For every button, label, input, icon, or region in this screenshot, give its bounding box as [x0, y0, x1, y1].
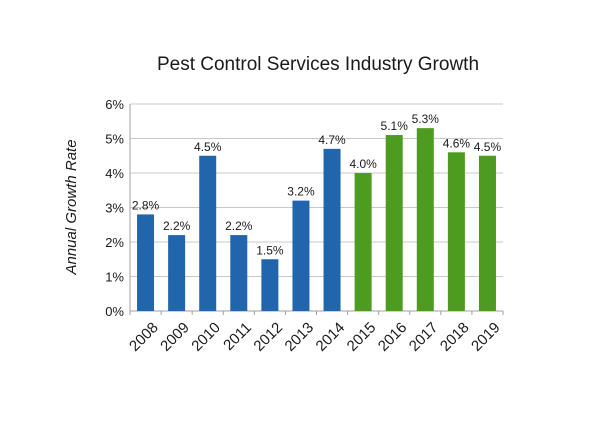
data-label: 4.7%: [318, 133, 346, 147]
y-tick-label: 4%: [105, 166, 124, 181]
x-tick-label: 2013: [282, 319, 318, 355]
y-tick-label: 0%: [105, 304, 124, 319]
x-tick-label: 2018: [437, 319, 473, 355]
x-tick-label: 2008: [126, 319, 162, 355]
data-labels: 2.8%2.2%4.5%2.2%1.5%3.2%4.7%4.0%5.1% 5.3%…: [132, 112, 502, 257]
data-label: 4.5%: [474, 140, 502, 154]
y-axis-label: Annual Growth Rate: [63, 139, 80, 275]
bar-2009: [168, 235, 186, 311]
bar-2019: [478, 155, 496, 311]
x-tick-label: 2009: [157, 319, 193, 355]
data-label: 2.2%: [225, 219, 253, 233]
gridlines: [130, 103, 503, 277]
x-tick-label: 2011: [220, 319, 255, 354]
y-tick-label: 3%: [105, 201, 124, 216]
bar-2011: [230, 235, 248, 311]
data-label: 1.5%: [256, 243, 284, 257]
x-tick-label: 2015: [344, 319, 380, 355]
axes: [129, 104, 504, 315]
data-label: 2.2%: [163, 219, 191, 233]
data-label: 4.6%: [443, 136, 471, 150]
bar-2015: [354, 173, 372, 311]
bar-2010: [199, 155, 217, 311]
data-label: 4.0%: [349, 157, 377, 171]
bar-2016: [385, 135, 403, 311]
data-label: 5.1%: [381, 119, 409, 133]
x-tick-label: 2014: [313, 319, 349, 355]
bar-2008: [137, 214, 155, 311]
data-label: 4.5%: [194, 140, 222, 154]
x-tick-label: 2016: [375, 319, 411, 355]
bar-2012: [261, 259, 279, 311]
x-tick-labels: 2008200920102011201220132014201520162017…: [126, 319, 504, 355]
x-tick-label: 2017: [406, 319, 442, 355]
y-tick-label: 2%: [105, 235, 124, 250]
y-tick-label: 1%: [105, 270, 124, 285]
x-tick-label: 2019: [468, 319, 504, 355]
bar-2013: [292, 200, 310, 311]
y-tick-labels: 0% 1% 2% 3% 4% 5% 6%: [105, 97, 124, 319]
data-label: 2.8%: [132, 198, 160, 212]
bar-2017: [416, 128, 434, 311]
bar-2018: [447, 152, 465, 311]
bars: [137, 128, 496, 311]
chart-title: Pest Control Services Industry Growth: [157, 54, 479, 75]
data-label: 3.2%: [287, 185, 315, 199]
x-tick-label: 2012: [250, 319, 286, 355]
x-tick-label: 2010: [188, 319, 224, 355]
data-label: 5.3%: [412, 112, 440, 126]
y-tick-label: 6%: [105, 97, 124, 112]
y-tick-label: 5%: [105, 132, 124, 147]
bar-2014: [323, 148, 341, 311]
